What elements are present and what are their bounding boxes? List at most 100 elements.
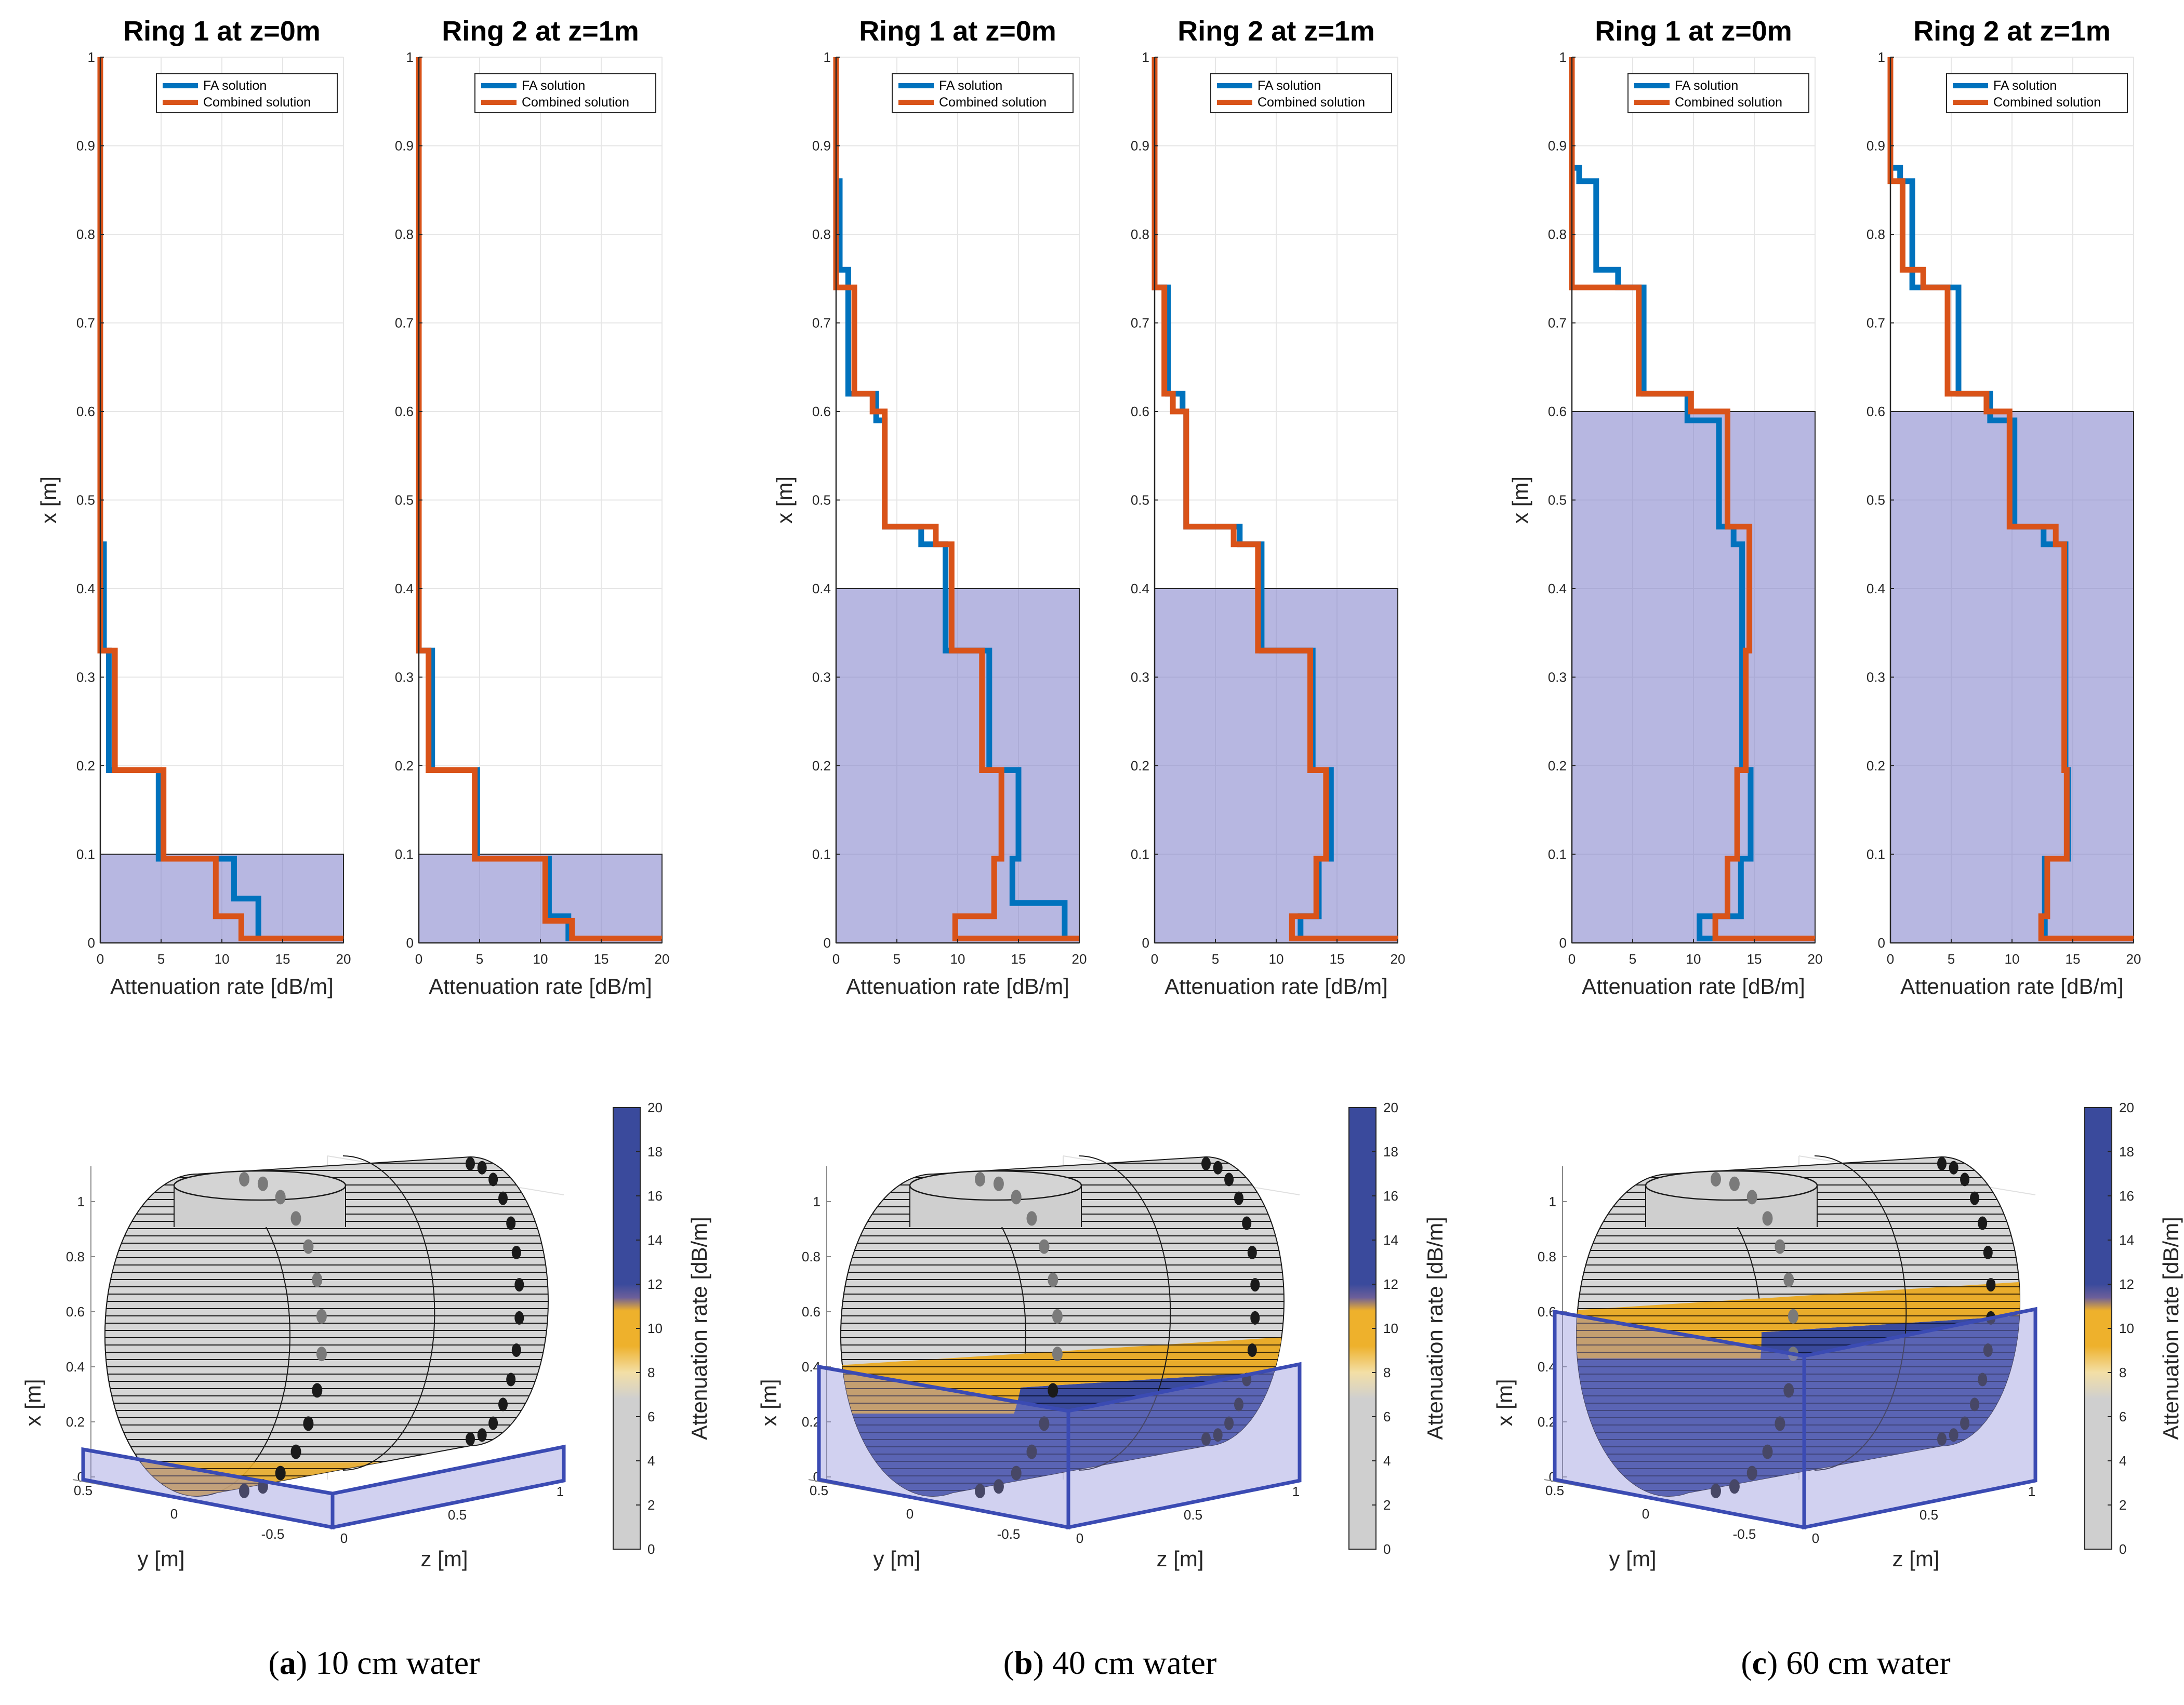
colorbar-label: Attenuation rate [dB/m]	[687, 1217, 711, 1440]
colorbar	[1348, 1107, 1376, 1550]
step-panel-3-1: 0 5 10 15 20 0 0.1 0.2 0.3 0.4 0.5 0.6 0.7 0.8 0.9 1 Rin…	[1508, 16, 1822, 998]
y-tick-label: 0.2	[1131, 758, 1149, 774]
tank-ring-divider	[342, 1155, 435, 1471]
legend-box	[892, 73, 1074, 113]
panel-title: Ring 2 at z=1m	[1913, 16, 2111, 47]
tank-y-tick-label: -0.5	[1733, 1526, 1756, 1542]
y-tick-label: 0.4	[1867, 581, 1885, 596]
colorbar-tick-label: 8	[2119, 1365, 2126, 1380]
x-tick-label: 15	[1747, 951, 1762, 967]
x-axis-label: Attenuation rate [dB/m]	[1900, 974, 2124, 998]
tank-x-tick-label: 0.6	[802, 1304, 820, 1320]
colorbar	[613, 1107, 641, 1550]
x-axis-label: Attenuation rate [dB/m]	[1164, 974, 1388, 998]
sensor-point-ring1	[303, 1239, 314, 1254]
x-tick-label: 0	[415, 951, 422, 967]
x-axis-label: Attenuation rate [dB/m]	[846, 974, 1069, 998]
colorbar-tick-label: 8	[647, 1365, 655, 1380]
legend: FA solution Combined solution	[474, 73, 656, 113]
water-region	[1154, 588, 1398, 943]
x-tick-label: 0	[97, 951, 104, 967]
colorbar-tick-label: 6	[2119, 1409, 2126, 1424]
sensor-point-ring2	[1224, 1173, 1234, 1187]
sensor-point-ring1	[1711, 1172, 1721, 1187]
sensor-point-ring2	[514, 1311, 524, 1325]
sensor-point-ring1	[316, 1347, 327, 1362]
tank-y-axis-label: y [m]	[873, 1547, 921, 1571]
sensor-point-ring1	[1775, 1239, 1785, 1254]
y-tick-label: 0	[1142, 935, 1149, 951]
tank-y-tick-label: 0	[170, 1506, 178, 1522]
step-panel-3-2: 0 5 10 15 20 0 0.1 0.2 0.3 0.4 0.5 0.6 0.7 0.8 0.9 1 Rin…	[1867, 16, 2141, 998]
series-combined-solution	[833, 57, 1079, 941]
sensor-point-ring1	[290, 1211, 301, 1226]
colorbar-tick-label: 8	[1383, 1365, 1391, 1380]
y-tick-label: 0.6	[395, 404, 414, 419]
sensor-point-ring1	[1746, 1190, 1757, 1205]
sensor-point-ring1	[1762, 1444, 1773, 1459]
sensor-point-ring1	[1048, 1272, 1058, 1287]
x-axis-label: Attenuation rate [dB/m]	[110, 974, 334, 998]
y-tick-label: 0.8	[76, 227, 95, 242]
tank-z-axis-label: z [m]	[1892, 1547, 1940, 1571]
tank-z-tick-label: 0	[1076, 1530, 1083, 1546]
water-level-plane-right	[1066, 1362, 1302, 1530]
x-tick-label: 15	[2066, 951, 2081, 967]
y-tick-label: 0.2	[1548, 758, 1567, 774]
sensor-point-ring1	[1026, 1211, 1037, 1226]
y-tick-label: 1	[1142, 49, 1149, 65]
panel-title: Ring 1 at z=0m	[859, 16, 1056, 47]
tank-y-axis-label: y [m]	[1609, 1547, 1657, 1571]
sensor-point-ring1	[239, 1484, 249, 1498]
sensor-point-ring2	[466, 1432, 475, 1446]
y-tick-label: 0.1	[1548, 847, 1567, 862]
tank-x-tick-label: 0.4	[66, 1359, 85, 1375]
y-tick-label: 0.2	[1867, 758, 1885, 774]
sensor-point-ring1	[1729, 1176, 1740, 1191]
sensor-point-ring2	[511, 1343, 521, 1357]
y-tick-label: 0.8	[1548, 227, 1567, 242]
colorbar-tick-label: 20	[647, 1100, 663, 1115]
sensor-point-ring1	[290, 1444, 301, 1459]
y-tick-label: 1	[88, 49, 95, 65]
tank-z-tick-label: 0.5	[1184, 1507, 1202, 1523]
x-tick-label: 5	[157, 951, 165, 967]
tank-x-tick-label: 0.8	[802, 1249, 820, 1264]
legend-box	[1210, 73, 1392, 113]
tank-x-axis-label: x [m]	[1492, 1379, 1517, 1427]
legend-box	[156, 73, 338, 113]
tank-y-tick-label: -0.5	[261, 1526, 285, 1542]
sensor-point-ring1	[257, 1176, 268, 1191]
y-tick-label: 0.3	[1131, 670, 1149, 685]
sensor-point-ring2	[1242, 1216, 1252, 1230]
y-tick-label: 0.4	[76, 581, 95, 596]
y-tick-label: 0	[88, 935, 95, 951]
sensor-point-ring1	[993, 1479, 1004, 1494]
sensor-point-ring1	[1762, 1211, 1773, 1226]
colorbar-tick-label: 18	[647, 1144, 663, 1160]
colorbar-label: Attenuation rate [dB/m]	[2159, 1217, 2183, 1440]
series-combined-solution	[1569, 57, 1815, 941]
tank-y-tick-label: 0	[1642, 1506, 1649, 1522]
y-tick-label: 0.1	[1131, 847, 1149, 862]
x-tick-label: 15	[1330, 951, 1345, 967]
colorbar-tick-label: 16	[647, 1188, 663, 1204]
legend-box	[1946, 73, 2128, 113]
colorbar-tick-label: 12	[1383, 1276, 1398, 1292]
colorbar-tick-label: 14	[1383, 1232, 1398, 1248]
tank-y-tick-label: 0.5	[1545, 1483, 1564, 1498]
colorbar-tick-label: 4	[1383, 1453, 1391, 1469]
y-tick-label: 0.6	[812, 404, 831, 419]
colorbar-tick-label: 2	[2119, 1497, 2126, 1513]
caption-text: 40 cm water	[1052, 1644, 1216, 1681]
y-tick-label: 0.7	[812, 315, 831, 331]
sensor-point-ring2	[506, 1373, 516, 1387]
y-tick-label: 0.6	[1867, 404, 1885, 419]
sensor-point-ring2	[1960, 1416, 1970, 1430]
tank-render-3: 00.20.40.60.81x [m]0.50-0.5y [m]00.51z […	[1492, 1100, 2183, 1681]
tank-render-1: 0 0.2 0.4 0.6 0.8 1 x [m] 0.5 0 -0.5 y [m] 0 0.5 1 z […	[21, 1100, 711, 1681]
y-tick-label: 0.9	[76, 138, 95, 154]
y-tick-label: 0.5	[395, 492, 414, 508]
caption-letter: c	[1752, 1644, 1767, 1681]
water-level-plane-right	[330, 1444, 566, 1530]
